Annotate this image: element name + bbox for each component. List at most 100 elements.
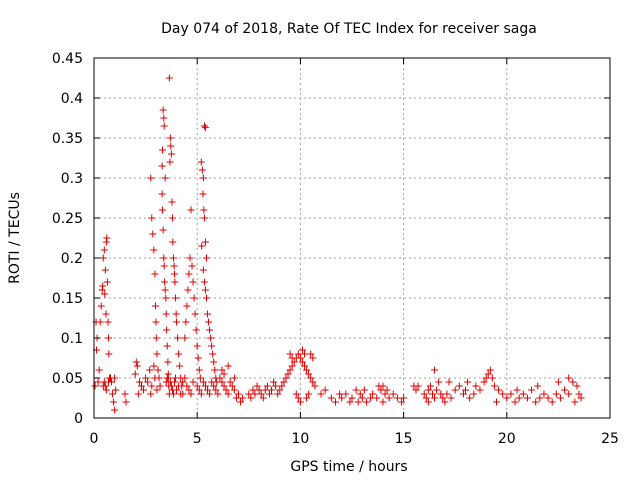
data-point [110,398,118,406]
data-point [181,374,189,382]
data-point [398,398,406,406]
data-point [173,318,181,326]
data-point [97,302,105,310]
data-point [152,302,160,310]
data-point [171,278,179,286]
data-point [528,386,536,394]
data-point [102,310,110,318]
data-point [160,262,168,270]
data-point [161,278,169,286]
data-point [208,378,216,386]
y-tick-label: 0.15 [52,291,83,307]
data-point [166,134,174,142]
x-tick-label: 0 [90,431,99,447]
data-point [362,398,370,406]
data-point [228,382,236,390]
data-point [168,214,176,222]
data-point [377,386,385,394]
data-point [158,162,166,170]
data-point [296,398,304,406]
data-point [259,394,267,402]
data-point [513,386,521,394]
data-point [153,386,161,394]
data-point [199,266,207,274]
data-point [164,370,172,378]
data-point [360,386,368,394]
data-point [435,378,443,386]
data-point [202,294,210,302]
data-point [369,390,377,398]
data-point [422,394,430,402]
data-point [140,386,148,394]
data-point [166,158,174,166]
data-point [160,114,168,122]
data-point [195,386,203,394]
y-tick-label: 0.2 [61,251,83,267]
data-point [197,158,205,166]
data-point [96,318,104,326]
data-point [499,390,507,398]
data-point [327,394,335,402]
data-point [245,390,253,398]
data-point [426,382,434,390]
data-point [400,394,408,402]
data-point [484,370,492,378]
data-point [177,390,185,398]
data-point [431,366,439,374]
data-point [190,294,198,302]
data-point [204,386,212,394]
data-point [104,318,112,326]
data-point [270,378,278,386]
data-point [148,382,156,390]
data-point [170,378,178,386]
data-point [511,398,519,406]
data-point [464,378,472,386]
data-point [443,390,451,398]
data-point [175,350,183,358]
data-point [439,394,447,402]
data-point [152,318,160,326]
data-point [206,326,214,334]
data-point [212,386,220,394]
data-point [184,286,192,294]
data-point [482,374,490,382]
data-point [548,398,556,406]
data-point [206,390,214,398]
x-axis-ticks: 0 5 10 15 20 25 [90,58,619,447]
data-point [131,370,139,378]
data-point [385,394,393,402]
data-point [147,174,155,182]
data-point [101,266,109,274]
data-point [470,390,478,398]
data-point [216,374,224,382]
data-point [486,366,494,374]
y-tick-label: 0.35 [52,131,83,147]
data-point [169,390,177,398]
data-point [151,374,159,382]
data-point [103,278,111,286]
x-tick-label: 25 [601,431,619,447]
data-point [189,378,197,386]
data-point [208,342,216,350]
data-point [373,394,381,402]
data-point [201,382,209,390]
data-point [490,382,498,390]
data-point [257,390,265,398]
data-point [111,374,119,382]
data-point [414,382,422,390]
data-point [159,206,167,214]
data-point [100,246,108,254]
data-point [132,358,140,366]
data-point [286,350,294,358]
data-point [294,350,302,358]
data-point [163,326,171,334]
data-point [152,334,160,342]
data-point [274,390,282,398]
data-point [445,378,453,386]
data-point [160,122,168,130]
data-point [420,390,428,398]
data-point [121,390,129,398]
data-point [95,366,103,374]
data-point [183,302,191,310]
data-point [102,386,110,394]
